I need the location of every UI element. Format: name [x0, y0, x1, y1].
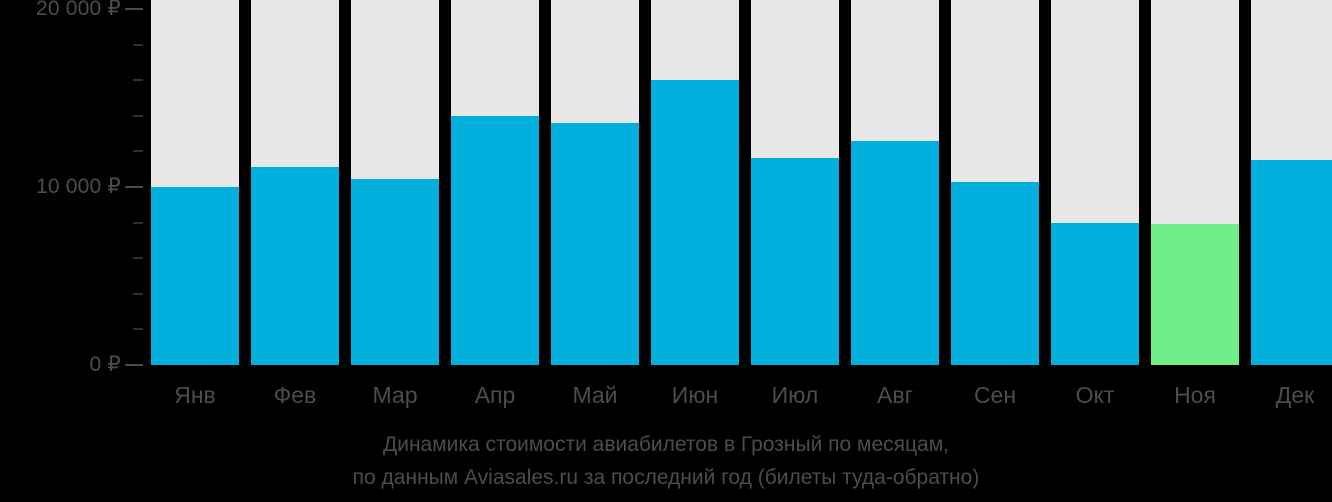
bar-fill[interactable] — [751, 158, 839, 365]
bar-fill[interactable] — [351, 178, 439, 365]
x-axis-label-мар: Мар — [372, 382, 418, 408]
y-axis-tick-label: 0 ₽ — [89, 353, 121, 376]
bar-fill[interactable] — [1051, 222, 1139, 365]
bar-fill[interactable] — [651, 80, 739, 365]
bar-fill[interactable] — [551, 122, 639, 365]
tick-mark — [133, 43, 143, 46]
tick-mark — [133, 328, 143, 331]
bar-column[interactable] — [151, 0, 239, 365]
x-axis-label-фев: Фев — [273, 382, 317, 408]
bar-column[interactable] — [1251, 0, 1332, 365]
y-axis: 0 ₽ 10 000 ₽ 20 000 ₽ — [0, 0, 151, 380]
chart-caption: Динамика стоимости авиабилетов в Грозный… — [0, 428, 1332, 494]
x-axis-label-ноя: Ноя — [1174, 382, 1216, 408]
x-axis-label-июн: Июн — [671, 382, 719, 408]
tick-mark — [125, 186, 143, 188]
x-axis-label-июл: Июл — [771, 382, 819, 408]
x-axis: Янв Фев Мар Апр Май Июн Июл Авг Сен Окт Ноя Дек — [151, 365, 1332, 420]
caption-line-2: по данным Aviasales.ru за последний год … — [352, 466, 980, 489]
bar-column[interactable] — [851, 0, 939, 365]
bar-column[interactable] — [1051, 0, 1139, 365]
bar-column[interactable] — [651, 0, 739, 365]
x-axis-label-авг: Авг — [877, 382, 913, 408]
bar-fill[interactable] — [951, 181, 1039, 365]
x-axis-label-дек: Дек — [1275, 382, 1315, 408]
bar-fill[interactable] — [1251, 160, 1332, 365]
x-axis-label-сен: Сен — [973, 382, 1017, 408]
bar-column[interactable] — [351, 0, 439, 365]
tick-mark — [133, 221, 143, 224]
bar-fill[interactable] — [151, 186, 239, 365]
x-axis-label-май: Май — [572, 382, 618, 408]
bar-fill-highlighted[interactable] — [1151, 224, 1239, 365]
bar-column[interactable] — [551, 0, 639, 365]
bar-fill[interactable] — [251, 167, 339, 365]
plot-area — [151, 0, 1332, 365]
bar-column[interactable] — [751, 0, 839, 365]
bar-column[interactable] — [251, 0, 339, 365]
tick-mark — [133, 114, 143, 117]
y-axis-tick-label: 20 000 ₽ — [35, 0, 121, 20]
tick-mark — [133, 79, 143, 82]
bar-fill[interactable] — [851, 140, 939, 365]
bar-fill[interactable] — [451, 115, 539, 365]
y-axis-tick-label: 10 000 ₽ — [35, 175, 121, 198]
tick-mark — [133, 292, 143, 295]
bar-column[interactable] — [451, 0, 539, 365]
caption-line-1: Динамика стоимости авиабилетов в Грозный… — [383, 433, 949, 456]
x-axis-label-апр: Апр — [474, 382, 516, 408]
tick-mark — [133, 257, 143, 260]
bar-column[interactable] — [1151, 0, 1239, 365]
tick-mark — [125, 8, 143, 10]
tick-mark — [125, 364, 143, 366]
x-axis-label-окт: Окт — [1075, 382, 1115, 408]
x-axis-label-янв: Янв — [174, 382, 216, 408]
tick-mark — [133, 150, 143, 153]
bar-column[interactable] — [951, 0, 1039, 365]
